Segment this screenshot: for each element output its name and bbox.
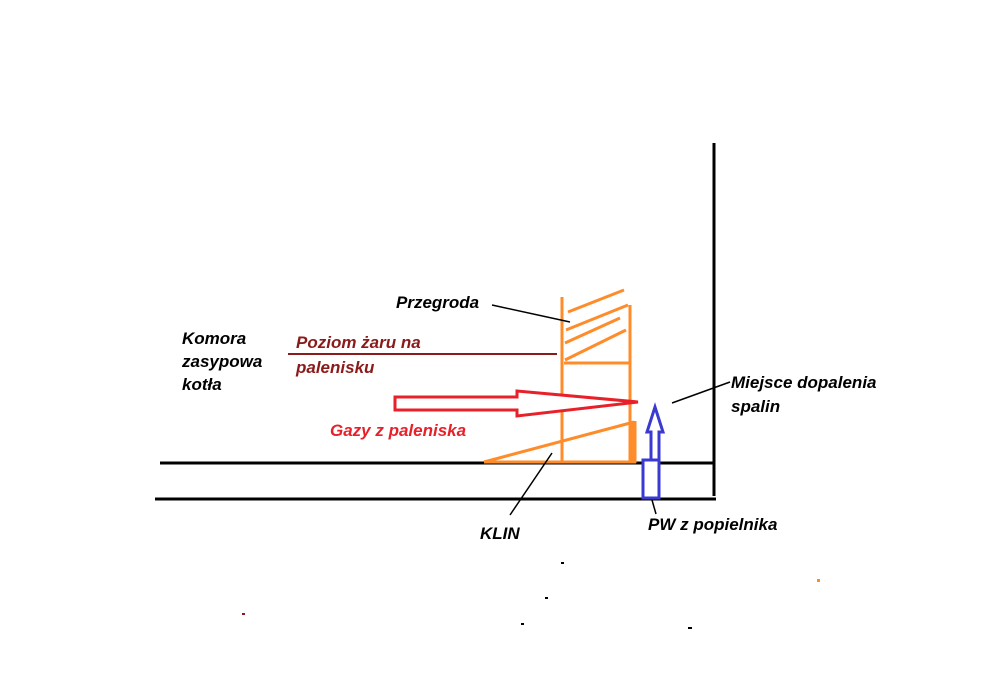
label-komora: zasypowa: [181, 352, 262, 371]
secondary-air-arrow: [641, 402, 666, 500]
partition: [560, 288, 632, 463]
label-przegroda: Przegroda: [396, 293, 479, 312]
label-komora: kotła: [182, 375, 222, 394]
label-gazy: Gazy z paleniska: [330, 421, 466, 440]
wedge: [483, 420, 637, 464]
label-komora: Komora: [182, 329, 246, 348]
label-poziom: Poziom żaru na: [296, 333, 421, 352]
label-miejsce: Miejsce dopalenia: [731, 373, 877, 392]
hatch: [564, 316, 621, 345]
hatch: [565, 303, 629, 332]
label-klin: KLIN: [480, 524, 520, 543]
stray-dots: [242, 562, 820, 629]
hatch: [567, 288, 625, 314]
gas-arrow: [393, 389, 639, 418]
leader-lines: [491, 304, 731, 516]
label-pw: PW z popielnika: [648, 515, 777, 534]
label-poziom: palenisku: [295, 358, 375, 377]
label-miejsce: spalin: [731, 397, 780, 416]
hatch: [564, 328, 627, 362]
